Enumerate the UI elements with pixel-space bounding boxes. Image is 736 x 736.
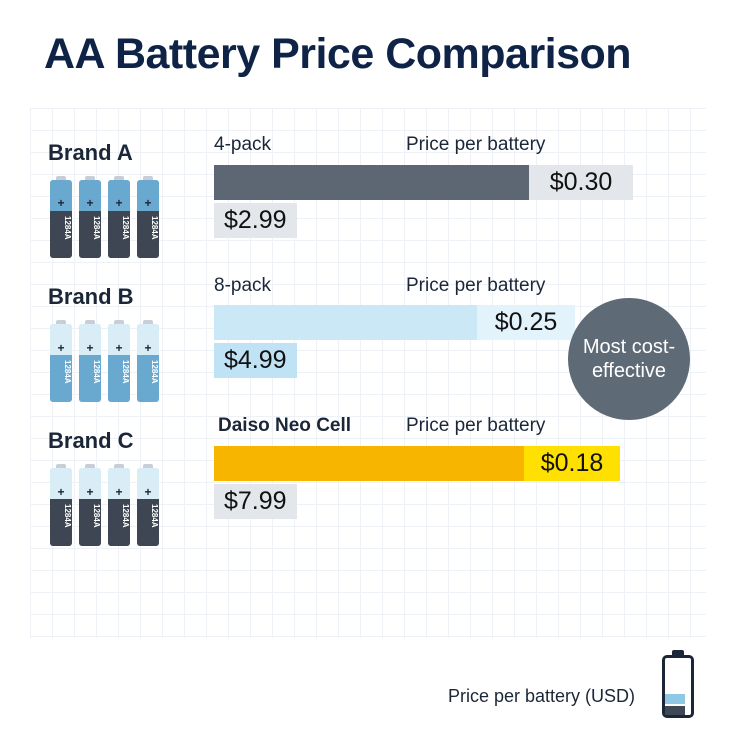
battery-icon: +1284A	[50, 464, 72, 546]
battery-icon: +1284A	[79, 176, 101, 258]
pack-price-b: $4.99	[214, 343, 297, 378]
value-label-c: $0.18	[524, 446, 620, 481]
battery-icon: +1284A	[108, 176, 130, 258]
bar-brand-b	[214, 305, 477, 340]
pack-label-c: Daiso Neo Cell	[218, 415, 352, 436]
battery-icon: +1284A	[137, 464, 159, 546]
battery-icon: +1284A	[50, 320, 72, 402]
pack-price-c: $7.99	[214, 484, 297, 519]
value-label-a: $0.30	[529, 165, 633, 200]
most-cost-effective-badge: Most cost-effective	[568, 298, 690, 420]
battery-icon: +1284A	[108, 464, 130, 546]
badge-text: Most cost-effective	[582, 336, 676, 382]
value-label-b: $0.25	[477, 305, 575, 340]
pack-price-a: $2.99	[214, 203, 297, 238]
battery-icon: +1284A	[137, 320, 159, 402]
battery-icon: +1284A	[79, 464, 101, 546]
battery-group-c: +1284A +1284A +1284A +1284A	[50, 464, 162, 546]
battery-icon: +1284A	[137, 176, 159, 258]
pack-label-a: 4-pack	[214, 134, 272, 155]
ppb-label-c: Price per battery	[406, 415, 546, 436]
chart-title: AA Battery Price Comparison	[44, 30, 632, 78]
battery-icon: +1284A	[79, 320, 101, 402]
brand-label-b: Brand B	[48, 284, 134, 309]
battery-icon: +1284A	[108, 320, 130, 402]
bar-brand-c	[214, 446, 526, 481]
axis-label: Price per battery (USD)	[448, 686, 636, 706]
battery-legend-icon	[662, 650, 694, 718]
ppb-label-a: Price per battery	[406, 134, 546, 155]
bar-brand-a	[214, 165, 529, 200]
battery-group-b: +1284A +1284A +1284A +1284A	[50, 320, 162, 402]
battery-group-a: +1284A +1284A +1284A +1284A	[50, 176, 162, 258]
ppb-label-b: Price per battery	[406, 275, 546, 296]
brand-label-a: Brand A	[48, 140, 133, 165]
brand-label-c: Brand C	[48, 428, 134, 453]
pack-label-b: 8-pack	[214, 275, 272, 296]
battery-icon: +1284A	[50, 176, 72, 258]
